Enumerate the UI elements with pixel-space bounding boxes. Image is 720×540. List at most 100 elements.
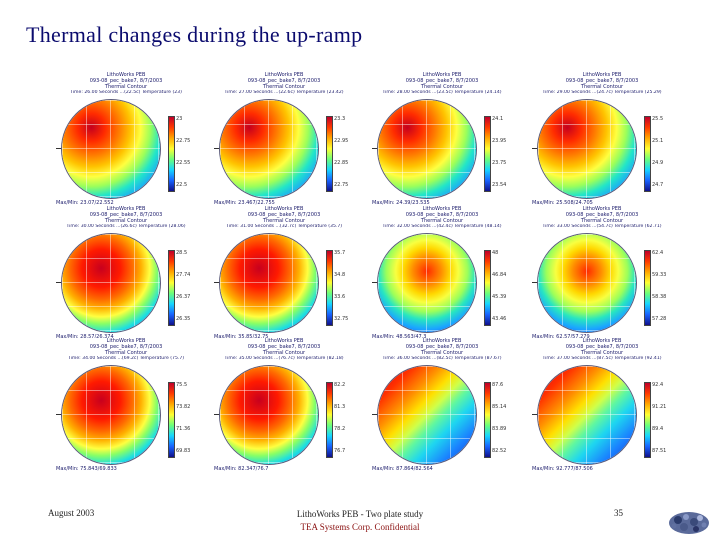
panel-header-h3: Thermal Contour — [262, 350, 306, 356]
scale-tick-label: 43.46 — [492, 316, 507, 322]
panel-header-h2: 093-08_pec_bake7, 8/7/2003 — [565, 212, 639, 218]
wafer-heatmap — [378, 100, 476, 198]
panel-header-h4: Time: 37.00 Seconds ...(87.5c) Temperatu… — [542, 356, 662, 361]
scale-tick-label: 87.6 — [492, 382, 504, 388]
wafer-heatmap — [538, 366, 636, 464]
panel-header-h3: Thermal Contour — [420, 84, 464, 90]
contour-plot: 35.7 34.8 33.6 32.75 — [214, 232, 348, 344]
panel-header-h2: 093-08_pec_bake7, 8/7/2003 — [89, 78, 163, 84]
wafer-heatmap — [62, 100, 160, 198]
scale-tick-label: 82.52 — [492, 448, 507, 454]
contour-plot: 82.2 81.3 78.2 76.7 — [214, 364, 345, 476]
panel-header-h2: 093-08_pec_bake7, 8/7/2003 — [89, 212, 163, 218]
max-min-readout: Max/Min: 92.777/87.506 — [532, 466, 593, 472]
panel-header-h1: LithoWorks PEB — [106, 206, 146, 212]
max-min-readout: Max/Min: 82.347/76.7 — [214, 466, 269, 472]
scale-tick-label: 24.7 — [652, 182, 664, 188]
scale-tick-label: 24.1 — [492, 116, 504, 122]
axis-tick — [56, 148, 62, 149]
panel-header-h1: LithoWorks PEB — [422, 206, 462, 212]
color-scale-ticks: 87.6 85.14 83.89 82.52 — [492, 382, 522, 458]
footer-center: LithoWorks PEB - Two plate study TEA Sys… — [230, 508, 490, 534]
panel-header-h4: Time: 29.00 Seconds ...(24.7c) Temperatu… — [542, 90, 662, 95]
axis-tick — [214, 414, 220, 415]
contour-plot: 28.5 27.74 26.37 26.35 — [56, 232, 190, 344]
contour-plot: 87.6 85.14 83.89 82.52 — [372, 364, 506, 476]
scale-tick-label: 23 — [176, 116, 183, 122]
panel-header-h4: Time: 34.00 Seconds ...(69.2c) Temperatu… — [67, 356, 185, 361]
axis-tick — [372, 414, 378, 415]
panel-header-h4: Time: 32.00 Seconds ...(42.4c) Temperatu… — [382, 224, 502, 229]
scale-tick-label: 28.5 — [176, 250, 188, 256]
color-scale-ticks: 23.3 22.95 22.85 22.75 — [334, 116, 364, 192]
contour-plot: 25.5 25.1 24.9 24.7 — [532, 98, 663, 210]
scale-tick-label: 69.83 — [176, 448, 191, 454]
axis-tick — [372, 148, 378, 149]
color-scale-bar — [168, 250, 175, 326]
panel-header-h3: Thermal Contour — [580, 218, 624, 224]
panel-header-h1: LithoWorks PEB — [106, 72, 146, 78]
panel-header-h3: Thermal Contour — [580, 350, 624, 356]
contour-plot: 75.5 73.82 71.36 69.83 — [56, 364, 190, 476]
panel-header-h2: 093-08_pec_bake7, 8/7/2003 — [89, 344, 163, 350]
scale-tick-label: 23.3 — [334, 116, 346, 122]
max-min-readout: Max/Min: 25.508/24.705 — [532, 200, 593, 206]
color-scale-ticks: 48 46.84 45.39 43.46 — [492, 250, 522, 326]
contour-plot: 23.3 22.95 22.85 22.75 — [214, 98, 348, 210]
scale-tick-label: 46.84 — [492, 272, 507, 278]
color-scale-ticks: 35.7 34.8 33.6 32.75 — [334, 250, 364, 326]
wafer-heatmap — [378, 234, 476, 332]
footer-page-number: 35 — [614, 508, 623, 518]
company-logo-icon — [669, 512, 709, 534]
max-min-readout: Max/Min: 23.467/22.755 — [214, 200, 275, 206]
thermal-contour-panel: LithoWorks PEB 093-08_pec_bake7, 8/7/2003… — [204, 206, 364, 346]
panel-header-h3: Thermal Contour — [262, 218, 306, 224]
max-min-readout: Max/Min: 35.85/32.75 — [214, 334, 269, 340]
panel-header-h1: LithoWorks PEB — [422, 338, 462, 344]
scale-tick-label: 57.28 — [652, 316, 667, 322]
axis-tick — [372, 282, 378, 283]
footer-study-title: LithoWorks PEB - Two plate study — [296, 509, 424, 519]
scale-tick-label: 85.14 — [492, 404, 507, 410]
scale-tick-label: 91.21 — [652, 404, 667, 410]
panel-header-h3: Thermal Contour — [104, 218, 148, 224]
panel-header-h3: Thermal Contour — [104, 350, 148, 356]
color-scale-bar — [484, 116, 491, 192]
scale-tick-label: 89.4 — [652, 426, 664, 432]
panel-header-h4: Time: 33.00 Seconds ...(54.7c) Temperatu… — [542, 224, 662, 229]
panel-header-h4: Time: 30.00 Seconds ...(26.6c) Temperatu… — [66, 224, 186, 229]
panel-header-h3: Thermal Contour — [104, 84, 148, 90]
thermal-contour-panel: LithoWorks PEB 093-08_pec_bake7, 8/7/2003… — [46, 206, 206, 346]
color-scale-bar — [168, 116, 175, 192]
max-min-readout: Max/Min: 48.563/47.3 — [372, 334, 427, 340]
panel-header-h3: Thermal Contour — [262, 84, 306, 90]
scale-tick-label: 26.37 — [176, 294, 191, 300]
panel-header-h1: LithoWorks PEB — [264, 72, 304, 78]
panel-header-h2: 093-08_pec_bake7, 8/7/2003 — [405, 344, 479, 350]
thermal-contour-panel: LithoWorks PEB 093-08_pec_bake7, 8/7/2003… — [522, 72, 682, 212]
scale-tick-label: 24.9 — [652, 160, 664, 166]
max-min-readout: Max/Min: 62.57/57.279 — [532, 334, 590, 340]
thermal-contour-panel: LithoWorks PEB 093-08_pec_bake7, 8/7/2003… — [522, 338, 682, 478]
panel-header-h2: 093-08_pec_bake7, 8/7/2003 — [565, 344, 639, 350]
scale-tick-label: 23.75 — [492, 160, 507, 166]
axis-tick — [56, 414, 62, 415]
thermal-contour-panel: LithoWorks PEB 093-08_pec_bake7, 8/7/2003… — [204, 72, 364, 212]
color-scale-ticks: 23 22.75 22.55 22.5 — [176, 116, 206, 192]
panel-header-h1: LithoWorks PEB — [582, 206, 622, 212]
panel-header-h1: LithoWorks PEB — [582, 338, 622, 344]
color-scale-ticks: 28.5 27.74 26.37 26.35 — [176, 250, 206, 326]
scale-tick-label: 26.35 — [176, 316, 191, 322]
wafer-heatmap — [62, 234, 160, 332]
slide-title: Thermal changes during the up-ramp — [26, 22, 363, 47]
max-min-readout: Max/Min: 87.864/82.564 — [372, 466, 433, 472]
panel-header-h3: Thermal Contour — [420, 218, 464, 224]
color-scale-ticks: 25.5 25.1 24.9 24.7 — [652, 116, 682, 192]
scale-tick-label: 58.38 — [652, 294, 667, 300]
scale-tick-label: 71.36 — [176, 426, 191, 432]
scale-tick-label: 23.95 — [492, 138, 507, 144]
scale-tick-label: 35.7 — [334, 250, 346, 256]
axis-tick — [532, 148, 538, 149]
thermal-contour-panel: LithoWorks PEB 093-08_pec_bake7, 8/7/2003… — [46, 338, 206, 478]
scale-tick-label: 25.5 — [652, 116, 664, 122]
